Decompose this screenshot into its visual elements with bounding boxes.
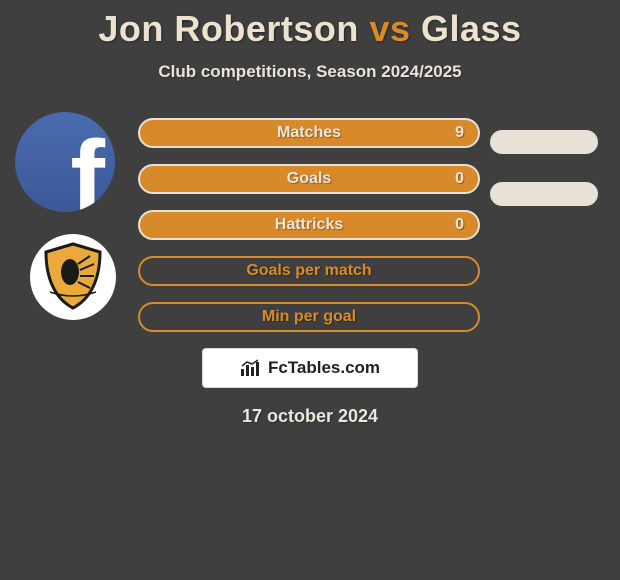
vs-word: vs [369, 8, 410, 49]
chart-icon [240, 359, 262, 377]
stat-bar: Min per goal [138, 302, 480, 332]
stat-bar-row: Hattricks 0 [138, 210, 480, 240]
date-text: 17 october 2024 [0, 406, 620, 427]
stat-bar: Goals 0 [138, 164, 480, 194]
stat-bar-row: Matches 9 [138, 118, 480, 148]
subtitle: Club competitions, Season 2024/2025 [0, 62, 620, 82]
stat-bar: Goals per match [138, 256, 480, 286]
stat-bars: Matches 9 Goals 0 Hattricks 0 Goals per match M… [138, 118, 480, 332]
club-shield-icon [40, 242, 106, 312]
player1-avatar [15, 112, 115, 212]
stat-bar-value: 0 [455, 170, 464, 188]
opponent-stat-pill [490, 182, 598, 206]
watermark-badge: FcTables.com [202, 348, 418, 388]
stat-bar-value: 0 [455, 216, 464, 234]
stat-bar: Matches 9 [138, 118, 480, 148]
stat-bar-row: Goals 0 [138, 164, 480, 194]
avatar-column [10, 112, 120, 342]
stat-bar-label: Goals per match [246, 262, 371, 280]
comparison-title: Jon Robertson vs Glass [0, 0, 620, 50]
watermark-text: FcTables.com [268, 358, 380, 378]
player2-name: Glass [421, 8, 522, 49]
stat-bar: Hattricks 0 [138, 210, 480, 240]
stat-bar-row: Min per goal [138, 302, 480, 332]
player1-club-badge [30, 234, 116, 320]
player1-name: Jon Robertson [98, 8, 359, 49]
stat-bar-label: Goals [287, 170, 331, 188]
stat-bar-label: Hattricks [275, 216, 343, 234]
opponent-stat-pill [490, 130, 598, 154]
stat-bar-value: 9 [455, 124, 464, 142]
stat-bar-label: Min per goal [262, 308, 356, 326]
stat-bar-row: Goals per match [138, 256, 480, 286]
stat-bar-label: Matches [277, 124, 341, 142]
